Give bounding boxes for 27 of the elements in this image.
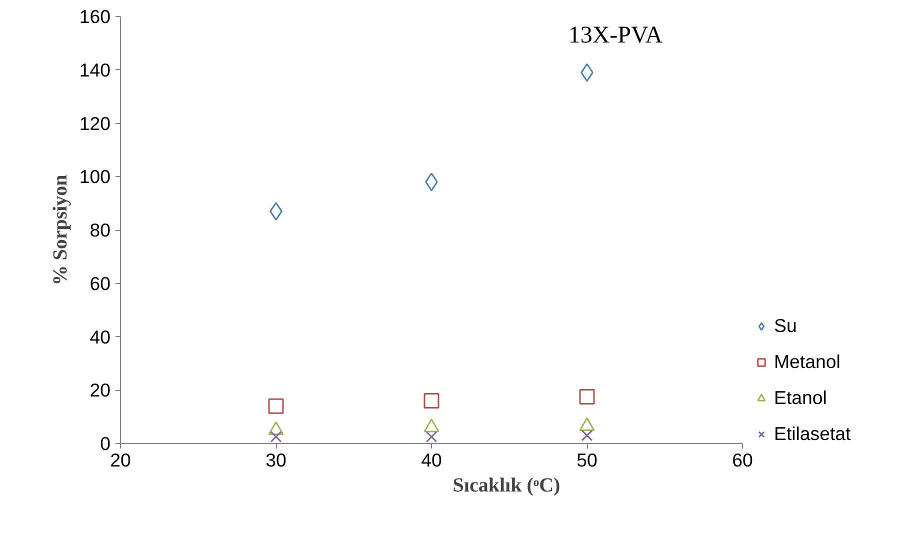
legend-label: Etilasetat [774,423,851,445]
y-tick-label: 100 [79,166,111,188]
point [424,393,440,409]
point [581,430,593,442]
x-axis-title: Sıcaklık (ᵒC) [452,474,560,496]
legend-label: Etanol [774,387,827,409]
x-tick-label: 20 [110,450,131,470]
y-tick-label: 40 [90,326,111,348]
y-tick-label: 60 [90,272,111,294]
y-tick-label: 0 [100,433,111,454]
x-tick-label: 30 [266,450,286,470]
y-axis-title: % Sorpsiyon [49,174,72,286]
y-tick-label: 160 [79,6,111,27]
x-tick-label: 50 [576,450,598,470]
y-tick-label: 120 [79,112,111,134]
point [579,389,595,405]
y-tick-label: 20 [90,380,111,401]
point [268,398,284,414]
x-tick-label: 60 [732,450,753,470]
x-tick-label: 40 [421,450,442,470]
point [426,431,438,443]
legend-label: Metanol [774,351,840,373]
chart-title: 13X-PVA [568,22,664,48]
point [270,431,282,443]
y-tick-label: 80 [90,220,111,240]
legend-label: Su [774,315,797,337]
y-tick-label: 140 [79,59,111,80]
